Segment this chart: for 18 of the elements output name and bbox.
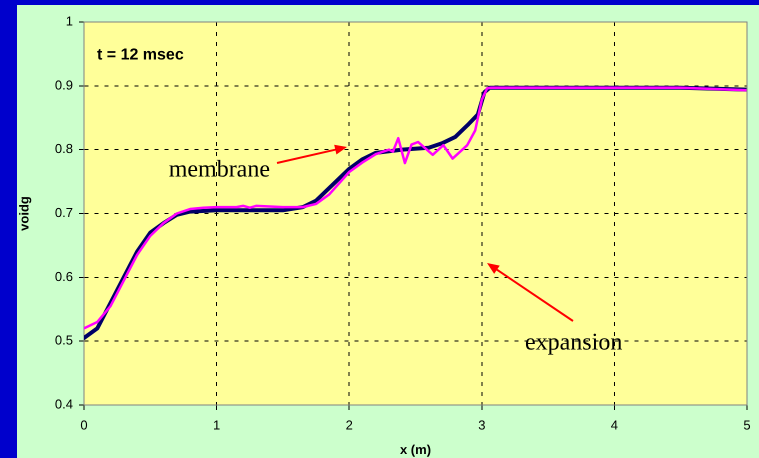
- x-tick-label: 4: [610, 417, 618, 432]
- x-tick-label: 3: [478, 417, 486, 432]
- y-tick-label: 0.4: [54, 396, 73, 412]
- annotation: membrane: [168, 156, 270, 182]
- x-tick-label: 5: [743, 417, 751, 432]
- annotation: t = 12 msec: [97, 46, 184, 64]
- y-tick-label: 1: [66, 14, 73, 29]
- x-tick-label: 2: [346, 417, 353, 432]
- y-tick-label: 0.8: [54, 141, 73, 156]
- y-tick-label: 0.5: [54, 332, 73, 348]
- y-tick-label: 0.9: [54, 77, 73, 92]
- y-tick-label: 0.6: [54, 268, 73, 284]
- x-tick-label: 0: [80, 417, 88, 432]
- annotation: expansion: [525, 329, 622, 356]
- y-axis-title: voidg: [16, 196, 32, 231]
- y-tick-label: 0.7: [54, 205, 73, 220]
- x-axis-title: x (m): [400, 442, 432, 457]
- x-tick-label: 1: [212, 417, 220, 432]
